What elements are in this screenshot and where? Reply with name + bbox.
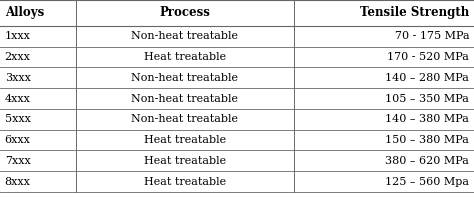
Text: Heat treatable: Heat treatable: [144, 135, 226, 145]
Text: Heat treatable: Heat treatable: [144, 52, 226, 62]
Text: Non-heat treatable: Non-heat treatable: [131, 114, 238, 124]
Text: 5xxx: 5xxx: [5, 114, 31, 124]
Text: 105 – 350 MPa: 105 – 350 MPa: [385, 93, 469, 104]
Text: 170 - 520 MPa: 170 - 520 MPa: [387, 52, 469, 62]
Text: 4xxx: 4xxx: [5, 93, 31, 104]
Text: 3xxx: 3xxx: [5, 73, 31, 83]
Text: 1xxx: 1xxx: [5, 31, 31, 41]
Text: 125 – 560 Mpa: 125 – 560 Mpa: [385, 177, 469, 187]
Text: 70 - 175 MPa: 70 - 175 MPa: [395, 31, 469, 41]
Text: 6xxx: 6xxx: [5, 135, 31, 145]
Text: 8xxx: 8xxx: [5, 177, 31, 187]
Text: 140 – 280 MPa: 140 – 280 MPa: [385, 73, 469, 83]
Text: Heat treatable: Heat treatable: [144, 156, 226, 166]
Text: Alloys: Alloys: [5, 6, 44, 19]
Text: 380 – 620 MPa: 380 – 620 MPa: [385, 156, 469, 166]
Text: Non-heat treatable: Non-heat treatable: [131, 31, 238, 41]
Text: 150 – 380 MPa: 150 – 380 MPa: [385, 135, 469, 145]
Text: 2xxx: 2xxx: [5, 52, 31, 62]
Text: 140 – 380 MPa: 140 – 380 MPa: [385, 114, 469, 124]
Text: 7xxx: 7xxx: [5, 156, 30, 166]
Text: Non-heat treatable: Non-heat treatable: [131, 73, 238, 83]
Text: Heat treatable: Heat treatable: [144, 177, 226, 187]
Text: Process: Process: [159, 6, 210, 19]
Text: Tensile Strength: Tensile Strength: [360, 6, 469, 19]
Text: Non-heat treatable: Non-heat treatable: [131, 93, 238, 104]
